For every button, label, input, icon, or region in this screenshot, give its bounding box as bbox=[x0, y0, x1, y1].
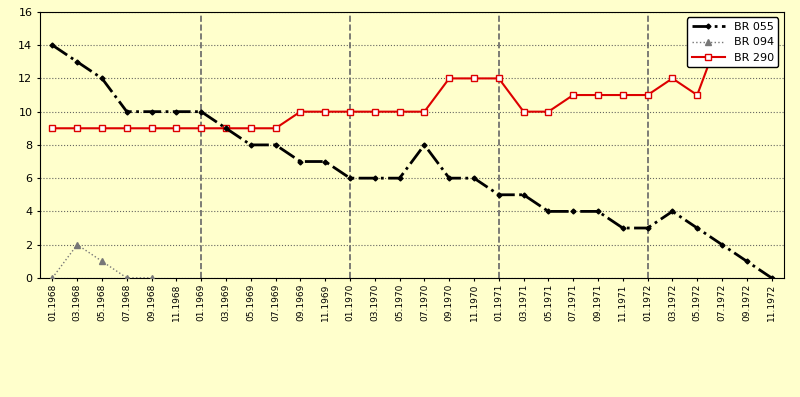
Line: BR 055: BR 055 bbox=[50, 43, 774, 279]
BR 055 bbox=[519, 193, 529, 197]
BR 094 bbox=[122, 276, 132, 280]
BR 290 bbox=[568, 93, 578, 97]
BR 290 bbox=[394, 109, 404, 114]
BR 290 bbox=[246, 126, 256, 131]
BR 055 bbox=[246, 143, 256, 147]
BR 055 bbox=[221, 126, 231, 131]
BR 094 bbox=[98, 259, 107, 264]
BR 055 bbox=[717, 242, 726, 247]
BR 055 bbox=[320, 159, 330, 164]
BR 290 bbox=[445, 76, 454, 81]
BR 055 bbox=[667, 209, 677, 214]
BR 094 bbox=[48, 276, 58, 280]
BR 290 bbox=[643, 93, 653, 97]
BR 290 bbox=[717, 26, 726, 31]
BR 290 bbox=[519, 109, 529, 114]
BR 055 bbox=[445, 176, 454, 181]
Line: BR 290: BR 290 bbox=[50, 26, 774, 131]
BR 290 bbox=[171, 126, 181, 131]
BR 290 bbox=[346, 109, 355, 114]
BR 055 bbox=[122, 109, 132, 114]
BR 055 bbox=[419, 143, 429, 147]
BR 290 bbox=[419, 109, 429, 114]
BR 055 bbox=[494, 193, 504, 197]
BR 055 bbox=[197, 109, 206, 114]
BR 055 bbox=[72, 60, 82, 64]
BR 055 bbox=[346, 176, 355, 181]
BR 290 bbox=[122, 126, 132, 131]
BR 094 bbox=[147, 276, 157, 280]
Line: BR 094: BR 094 bbox=[50, 242, 154, 281]
BR 290 bbox=[221, 126, 231, 131]
Legend: BR 055, BR 094, BR 290: BR 055, BR 094, BR 290 bbox=[687, 17, 778, 67]
BR 055 bbox=[98, 76, 107, 81]
BR 290 bbox=[469, 76, 478, 81]
BR 290 bbox=[766, 26, 776, 31]
BR 094 bbox=[72, 242, 82, 247]
BR 055 bbox=[594, 209, 603, 214]
BR 290 bbox=[494, 76, 504, 81]
BR 055 bbox=[270, 143, 281, 147]
BR 290 bbox=[197, 126, 206, 131]
BR 055 bbox=[618, 225, 627, 230]
BR 290 bbox=[320, 109, 330, 114]
BR 055 bbox=[469, 176, 478, 181]
BR 290 bbox=[48, 126, 58, 131]
BR 290 bbox=[98, 126, 107, 131]
BR 290 bbox=[618, 93, 627, 97]
BR 055 bbox=[766, 276, 776, 280]
BR 290 bbox=[296, 109, 306, 114]
BR 290 bbox=[147, 126, 157, 131]
BR 055 bbox=[544, 209, 554, 214]
BR 290 bbox=[544, 109, 554, 114]
BR 055 bbox=[296, 159, 306, 164]
BR 290 bbox=[72, 126, 82, 131]
BR 055 bbox=[742, 259, 752, 264]
BR 055 bbox=[48, 43, 58, 48]
BR 290 bbox=[370, 109, 380, 114]
BR 055 bbox=[147, 109, 157, 114]
BR 055 bbox=[693, 225, 702, 230]
BR 055 bbox=[171, 109, 181, 114]
BR 290 bbox=[270, 126, 281, 131]
BR 055 bbox=[394, 176, 404, 181]
BR 290 bbox=[693, 93, 702, 97]
BR 290 bbox=[594, 93, 603, 97]
BR 290 bbox=[742, 26, 752, 31]
BR 290 bbox=[667, 76, 677, 81]
BR 055 bbox=[370, 176, 380, 181]
BR 055 bbox=[643, 225, 653, 230]
BR 055 bbox=[568, 209, 578, 214]
